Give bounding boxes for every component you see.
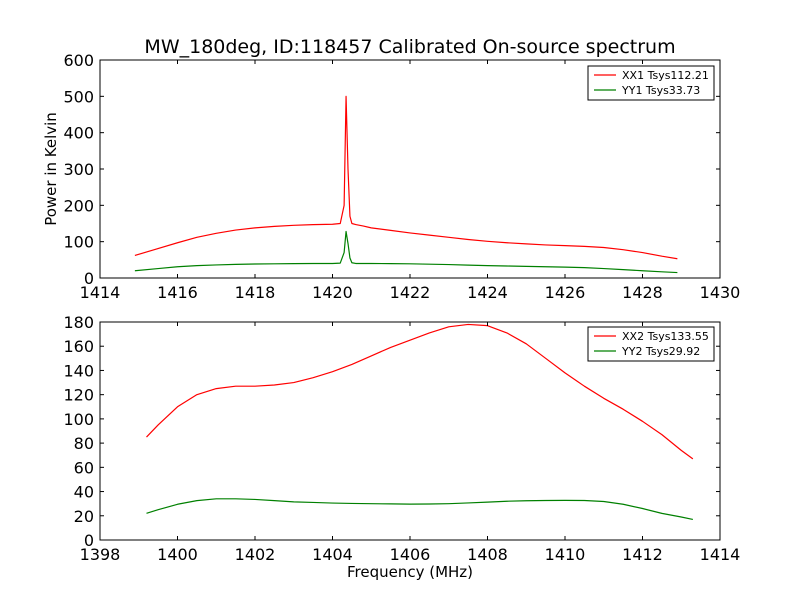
y-tick-label: 160 <box>63 337 94 356</box>
x-tick-label: 1406 <box>390 545 431 564</box>
series-line-1-1 <box>134 95 678 260</box>
legend-box-2 <box>587 326 715 362</box>
y-tick-label: 500 <box>63 87 94 106</box>
y-tick-label: 0 <box>84 531 94 550</box>
y-tick-label: 20 <box>74 507 94 526</box>
y-tick-label: 120 <box>63 386 94 405</box>
y-tick-label: 400 <box>63 124 94 143</box>
x-tick-label: 1424 <box>467 283 508 302</box>
series-line-2-1 <box>146 323 694 460</box>
x-tick-label: 1430 <box>700 283 741 302</box>
y-tick-label: 0 <box>84 269 94 288</box>
x-tick-label: 1428 <box>622 283 663 302</box>
series-line-1-2 <box>134 230 678 274</box>
x-tick-label: 1404 <box>312 545 353 564</box>
x-tick-label: 1422 <box>390 283 431 302</box>
y-tick-label: 60 <box>74 458 94 477</box>
x-tick-label: 1414 <box>80 283 121 302</box>
series-line-2-2 <box>146 498 693 520</box>
y-tick-label: 100 <box>63 233 94 252</box>
bottom-spectrum-panel: 1398 1400 1402 1404 1406 1408 1410 1412 1414 0 20 4… <box>63 313 740 581</box>
y-tick-label: 180 <box>63 313 94 332</box>
legend-label: XX2 Tsys133.55 <box>622 330 709 343</box>
x-tick-label: 1420 <box>312 283 353 302</box>
y-tick-label: 600 <box>63 51 94 70</box>
x-tick-label: 1426 <box>545 283 586 302</box>
x-axis-label-2: Frequency (MHz) <box>347 563 473 581</box>
x-tick-label: 1410 <box>545 545 586 564</box>
x-tick-label: 1414 <box>700 545 741 564</box>
x-tick-label: 1408 <box>467 545 508 564</box>
y-tick-label: 200 <box>63 196 94 215</box>
legend-label: YY1 Tsys33.73 <box>621 84 700 97</box>
legend-label: XX1 Tsys112.21 <box>622 69 709 82</box>
y-tick-label: 80 <box>74 434 94 453</box>
y-tick-label: 100 <box>63 410 94 429</box>
x-tick-label: 1418 <box>235 283 276 302</box>
legend-box-1 <box>587 65 715 101</box>
x-tick-label: 1402 <box>235 545 276 564</box>
x-tick-label: 1398 <box>80 545 121 564</box>
top-spectrum-panel: 1414 1416 1418 1420 1422 1424 1426 1428 1430 0 100… <box>42 51 740 302</box>
y-axis-label-1: Power in Kelvin <box>42 112 60 226</box>
x-tick-label: 1412 <box>622 545 663 564</box>
figure-title: MW_180deg, ID:118457 Calibrated On-sourc… <box>144 36 675 58</box>
legend-label: YY2 Tsys29.92 <box>621 345 700 358</box>
x-tick-label: 1416 <box>157 283 198 302</box>
y-tick-label: 140 <box>63 361 94 380</box>
y-tick-label: 40 <box>74 483 94 502</box>
x-tick-label: 1400 <box>157 545 198 564</box>
y-tick-label: 300 <box>63 160 94 179</box>
